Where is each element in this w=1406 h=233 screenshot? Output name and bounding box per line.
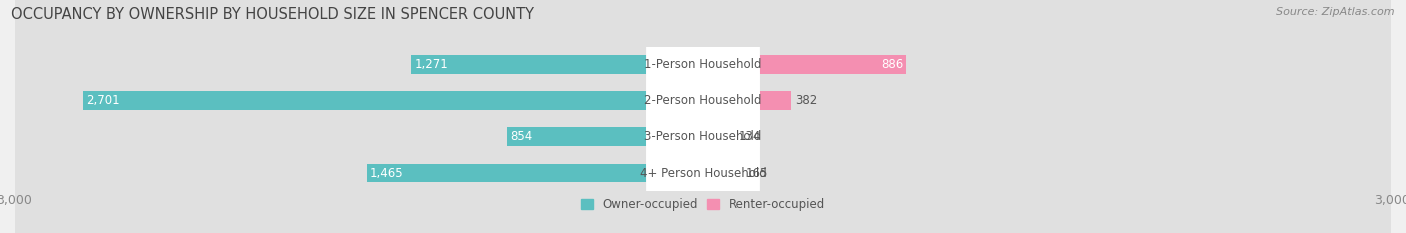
Bar <box>508 127 703 146</box>
Text: 165: 165 <box>745 167 768 179</box>
FancyBboxPatch shape <box>15 0 1391 233</box>
FancyBboxPatch shape <box>647 91 759 233</box>
Bar <box>703 164 741 182</box>
Bar <box>367 164 703 182</box>
FancyBboxPatch shape <box>15 0 1391 233</box>
Text: 4+ Person Household: 4+ Person Household <box>640 167 766 179</box>
Bar <box>703 91 790 110</box>
Text: 382: 382 <box>796 94 817 107</box>
Text: 854: 854 <box>510 130 533 143</box>
Text: Source: ZipAtlas.com: Source: ZipAtlas.com <box>1277 7 1395 17</box>
Bar <box>703 127 734 146</box>
Text: 886: 886 <box>880 58 903 71</box>
Text: 2-Person Household: 2-Person Household <box>644 94 762 107</box>
FancyBboxPatch shape <box>647 0 759 147</box>
Bar <box>411 55 703 74</box>
Bar <box>83 91 703 110</box>
Text: OCCUPANCY BY OWNERSHIP BY HOUSEHOLD SIZE IN SPENCER COUNTY: OCCUPANCY BY OWNERSHIP BY HOUSEHOLD SIZE… <box>11 7 534 22</box>
FancyBboxPatch shape <box>15 0 1391 233</box>
FancyBboxPatch shape <box>647 55 759 219</box>
Text: 1,465: 1,465 <box>370 167 404 179</box>
FancyBboxPatch shape <box>647 18 759 183</box>
Text: 1,271: 1,271 <box>415 58 449 71</box>
Text: 1-Person Household: 1-Person Household <box>644 58 762 71</box>
Text: 3-Person Household: 3-Person Household <box>644 130 762 143</box>
Legend: Owner-occupied, Renter-occupied: Owner-occupied, Renter-occupied <box>581 198 825 211</box>
Text: 2,701: 2,701 <box>86 94 120 107</box>
FancyBboxPatch shape <box>15 0 1391 233</box>
Text: 134: 134 <box>738 130 761 143</box>
Bar <box>703 55 907 74</box>
